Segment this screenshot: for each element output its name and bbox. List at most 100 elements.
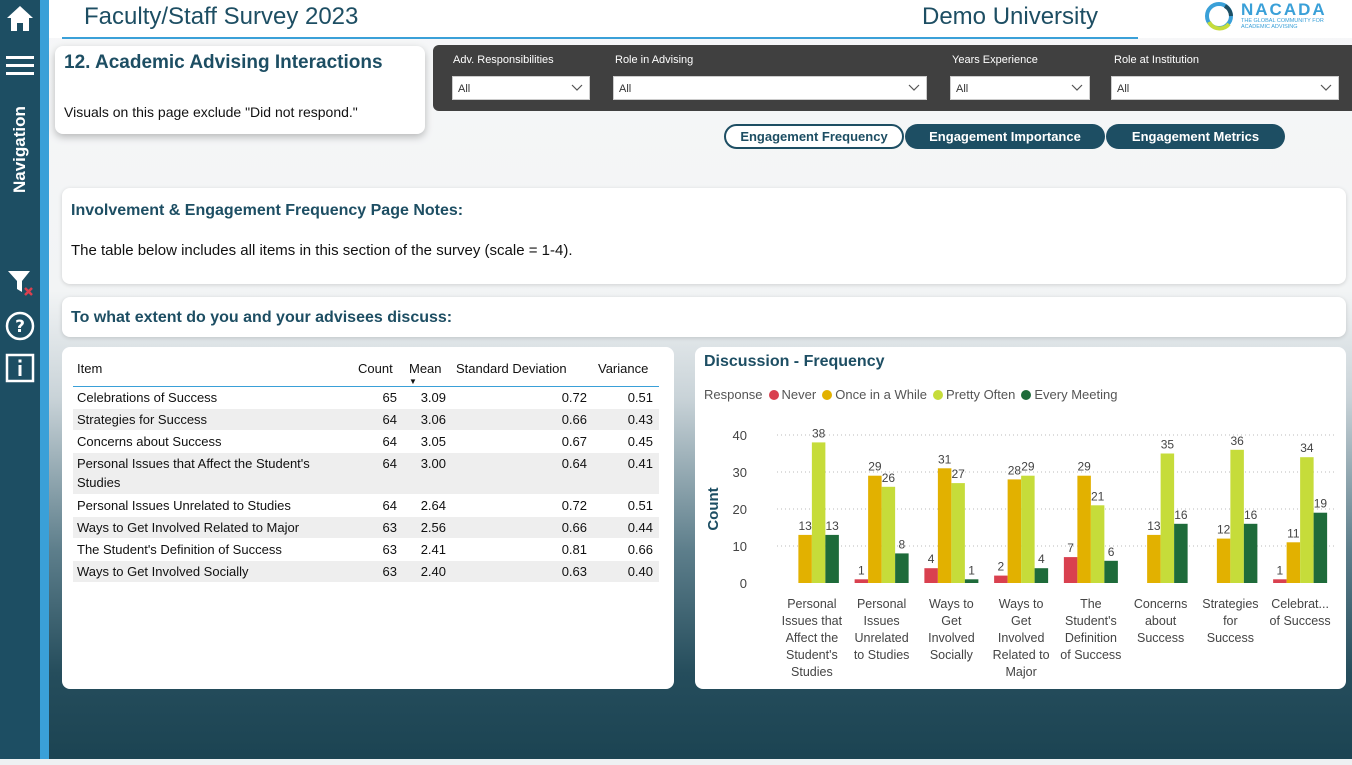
filter-value: All <box>1117 83 1130 95</box>
cell-item: Ways to Get Involved Related to Major <box>77 520 300 535</box>
chart-title: Discussion - Frequency <box>704 353 885 370</box>
legend-item[interactable]: Never <box>768 387 816 402</box>
table-row[interactable]: Ways to Get Involved Related to Major 63 2… <box>73 517 659 539</box>
filter-bar: Adv. Responsibilities All Role in Advisi… <box>433 45 1352 111</box>
page-title-card: 12. Academic Advising Interactions Visua… <box>55 46 425 134</box>
data-label: 26 <box>882 471 896 485</box>
cell-mean: 2.40 <box>420 564 446 579</box>
header-item[interactable]: Item <box>77 361 103 376</box>
bar <box>1147 534 1161 583</box>
legend-item[interactable]: Every Meeting <box>1021 387 1117 402</box>
bar <box>825 534 839 583</box>
cell-item: Personal Issues that Affect the Student'… <box>77 456 310 490</box>
cell-item: Strategies for Success <box>77 412 208 427</box>
data-label: 21 <box>1091 489 1105 503</box>
x-tick-label: Ways to <box>999 597 1044 611</box>
header-count[interactable]: Count <box>358 361 393 376</box>
cell-count: 64 <box>382 456 397 471</box>
filter-role-in-advising[interactable]: All <box>613 76 927 100</box>
table-row[interactable]: Personal Issues Unrelated to Studies 64 2.… <box>73 495 659 517</box>
cell-variance: 0.66 <box>627 542 653 557</box>
bar <box>1230 449 1244 583</box>
header-variance[interactable]: Variance <box>598 361 649 376</box>
x-tick-label: Concerns <box>1134 597 1188 611</box>
cell-item: Celebrations of Success <box>77 390 218 405</box>
cell-item: Ways to Get Involved Socially <box>77 564 249 579</box>
header-standard-deviation[interactable]: Standard Deviation <box>456 361 567 376</box>
data-label: 4 <box>928 552 935 566</box>
cell-standard-deviation: 0.67 <box>561 434 587 449</box>
menu-icon[interactable] <box>4 50 36 82</box>
table-row[interactable]: The Student's Definition of Success 63 2.4… <box>73 539 659 561</box>
data-label: 28 <box>1008 463 1022 477</box>
bottom-bar <box>0 759 1352 765</box>
table-row[interactable]: Celebrations of Success 65 3.09 0.72 0.51 <box>73 387 659 409</box>
bar <box>1063 557 1078 583</box>
legend-item[interactable]: Once in a While <box>822 387 927 402</box>
filter-label-adv-responsibilities: Adv. Responsibilities <box>453 54 554 66</box>
x-tick-label: Student's <box>786 648 838 662</box>
bar <box>937 468 952 583</box>
sort-descending-icon: ▼ <box>409 377 417 386</box>
filter-role-at-institution[interactable]: All <box>1111 76 1339 100</box>
cell-item: The Student's Definition of Success <box>77 542 282 557</box>
university-title: Demo University <box>922 3 1099 30</box>
x-tick-label: Strategies <box>1202 597 1258 611</box>
y-tick-label: 40 <box>733 428 747 443</box>
filter-label-role-in-advising: Role in Advising <box>615 54 694 66</box>
question-title: To what extent do you and your advisees … <box>71 309 453 326</box>
table-row[interactable]: Personal Issues that Affect the Student'… <box>73 453 659 495</box>
bar <box>1286 542 1301 583</box>
cell-mean: 2.56 <box>420 520 446 535</box>
table-row[interactable]: Ways to Get Involved Socially 63 2.40 0.63 0… <box>73 561 659 583</box>
cell-standard-deviation: 0.63 <box>561 564 587 579</box>
header-mean[interactable]: Mean <box>409 361 442 376</box>
chevron-down-icon <box>571 80 583 97</box>
filter-adv-responsibilities[interactable]: All <box>452 76 590 100</box>
x-tick-label: for <box>1223 614 1238 628</box>
filter-years-experience[interactable]: All <box>950 76 1090 100</box>
tab-engagement-importance[interactable]: Engagement Importance <box>905 124 1105 149</box>
legend-label: Pretty Often <box>946 387 1016 402</box>
cell-standard-deviation: 0.66 <box>561 520 587 535</box>
bar <box>964 579 979 583</box>
tab-engagement-frequency[interactable]: Engagement Frequency <box>724 124 904 149</box>
data-label: 11 <box>1287 526 1300 540</box>
home-icon[interactable] <box>4 2 36 34</box>
cell-mean: 3.05 <box>420 434 446 449</box>
navigation-label[interactable]: Navigation <box>10 106 29 194</box>
nacada-logo: NACADA THE GLOBAL COMMUNITY FOR ACADEMIC… <box>1203 0 1343 34</box>
table-row[interactable]: Concerns about Success 64 3.05 0.67 0.45 <box>73 431 659 453</box>
cell-mean: 3.06 <box>420 412 446 427</box>
help-icon[interactable]: ? <box>4 310 36 342</box>
nav-accent-stripe <box>40 0 49 765</box>
legend-item[interactable]: Pretty Often <box>933 387 1015 402</box>
notes-title: Involvement & Engagement Frequency Page … <box>71 202 464 219</box>
data-label: 1 <box>968 563 975 577</box>
survey-title: Faculty/Staff Survey 2023 <box>84 3 359 30</box>
data-label: 16 <box>1244 508 1258 522</box>
clear-filter-icon[interactable] <box>4 266 36 298</box>
cell-variance: 0.41 <box>627 456 653 471</box>
x-tick-label: about <box>1145 614 1177 628</box>
data-label: 13 <box>798 519 812 533</box>
bar <box>1216 538 1231 583</box>
x-tick-label: Issues that <box>782 614 843 628</box>
cell-standard-deviation: 0.81 <box>561 542 587 557</box>
tab-engagement-metrics[interactable]: Engagement Metrics <box>1106 124 1285 149</box>
table-row[interactable]: Strategies for Success 64 3.06 0.66 0.43 <box>73 409 659 431</box>
bar <box>798 534 812 583</box>
chevron-down-icon <box>908 80 920 97</box>
y-tick-label: 10 <box>733 539 747 554</box>
x-tick-label: The <box>1080 597 1102 611</box>
logo-ring-icon <box>1205 2 1233 31</box>
data-label: 31 <box>938 452 952 466</box>
info-icon[interactable] <box>4 352 36 384</box>
y-tick-label: 20 <box>733 502 747 517</box>
header-underline <box>62 37 1138 39</box>
cell-item: Concerns about Success <box>77 434 222 449</box>
bar <box>811 442 826 583</box>
bar <box>1243 523 1258 583</box>
bar <box>1300 457 1314 583</box>
x-tick-label: Success <box>1137 631 1184 645</box>
